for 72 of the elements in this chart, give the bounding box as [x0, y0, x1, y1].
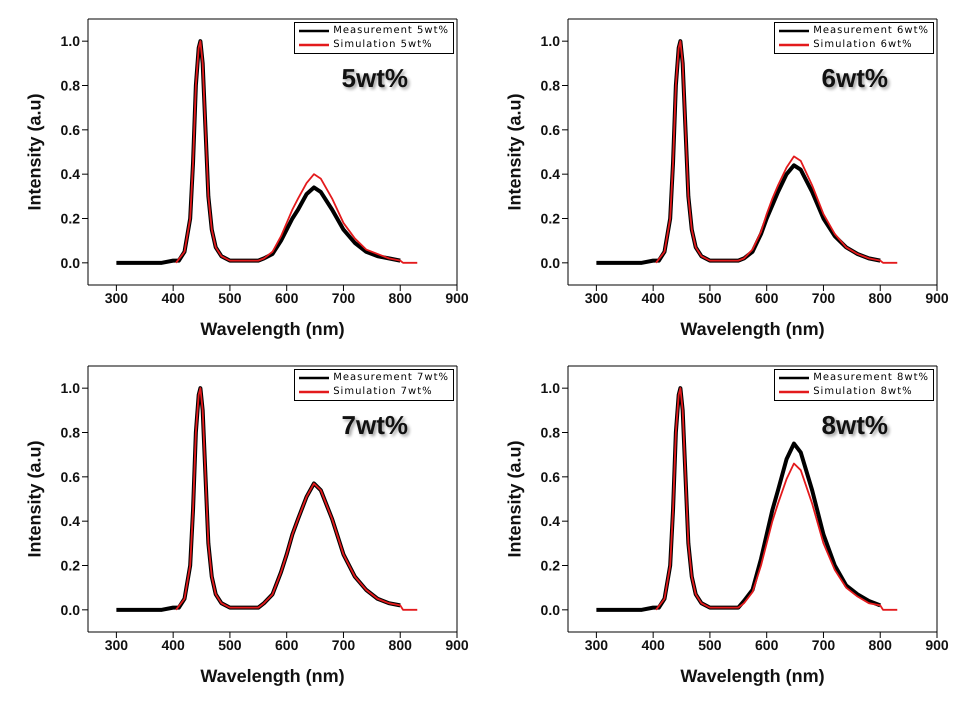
y-tick-label: 0.0 — [60, 602, 80, 618]
x-tick-label: 800 — [388, 636, 412, 653]
x-axis-title: Wavelength (nm) — [200, 666, 345, 686]
legend-label: Simulation 5wt% — [333, 38, 433, 52]
y-tick-label: 0.8 — [540, 424, 560, 440]
annotation: 5wt% — [342, 63, 408, 94]
x-tick-label: 300 — [584, 290, 608, 306]
x-tick-label: 300 — [104, 290, 128, 306]
x-tick-label: 900 — [445, 636, 469, 653]
y-tick-label: 0.4 — [540, 166, 560, 182]
annotation: 8wt% — [822, 410, 888, 441]
y-tick-label: 0.6 — [60, 122, 80, 138]
y-tick-label: 0.8 — [60, 77, 80, 94]
y-tick-label: 1.0 — [540, 380, 560, 396]
y-tick-label: 0.2 — [60, 557, 80, 574]
y-tick-label: 0.6 — [540, 468, 560, 485]
legend-label: Measurement 5wt% — [333, 24, 449, 38]
legend-label: Simulation 6wt% — [813, 38, 913, 52]
x-tick-label: 400 — [161, 290, 186, 306]
y-tick-label: 0.4 — [60, 513, 80, 530]
x-tick-label: 300 — [104, 636, 128, 653]
y-tick-label: 0.4 — [60, 166, 80, 182]
y-tick-label: 0.2 — [540, 557, 560, 574]
x-tick-label: 600 — [755, 290, 779, 306]
x-tick-label: 900 — [445, 290, 469, 306]
x-tick-label: 300 — [584, 636, 608, 653]
annotation: 7wt% — [342, 410, 408, 441]
y-tick-label: 1.0 — [60, 380, 80, 396]
y-axis-title: Intensity (a.u) — [504, 93, 524, 211]
x-tick-label: 500 — [218, 636, 242, 653]
y-tick-label: 0.0 — [540, 602, 560, 618]
legend-label: Measurement 8wt% — [813, 371, 929, 385]
x-tick-label: 500 — [218, 290, 242, 306]
x-tick-label: 700 — [812, 290, 836, 306]
annotation: 6wt% — [822, 63, 888, 94]
y-tick-label: 0.0 — [60, 254, 80, 271]
y-axis-title: Intensity (a.u) — [24, 93, 44, 211]
x-tick-label: 600 — [275, 636, 299, 653]
legend-label: Measurement 7wt% — [333, 371, 449, 385]
y-tick-label: 0.0 — [540, 254, 560, 271]
legend-label: Measurement 6wt% — [813, 24, 929, 38]
x-tick-label: 400 — [641, 290, 666, 306]
legend-label: Simulation 7wt% — [333, 385, 433, 399]
x-tick-label: 900 — [925, 636, 949, 653]
y-tick-label: 0.2 — [540, 210, 560, 226]
x-tick-label: 600 — [275, 290, 299, 306]
legend-label: Simulation 8wt% — [813, 385, 913, 399]
x-axis-title: Wavelength (nm) — [680, 666, 825, 686]
x-tick-label: 500 — [698, 636, 722, 653]
x-tick-label: 700 — [332, 636, 356, 653]
y-axis-title: Intensity (a.u) — [504, 440, 524, 558]
x-tick-label: 400 — [161, 636, 186, 653]
x-tick-label: 800 — [388, 290, 412, 306]
y-tick-label: 1.0 — [540, 33, 560, 50]
x-tick-label: 800 — [868, 290, 892, 306]
x-tick-label: 900 — [925, 290, 949, 306]
y-axis-title: Intensity (a.u) — [24, 440, 44, 558]
y-tick-label: 1.0 — [60, 33, 80, 50]
x-tick-label: 700 — [812, 636, 836, 653]
x-axis-title: Wavelength (nm) — [680, 319, 825, 339]
x-tick-label: 400 — [641, 636, 666, 653]
x-tick-label: 500 — [698, 290, 722, 306]
x-axis-title: Wavelength (nm) — [200, 319, 345, 339]
x-tick-label: 700 — [332, 290, 356, 306]
x-tick-label: 800 — [868, 636, 892, 653]
x-tick-label: 600 — [755, 636, 779, 653]
y-tick-label: 0.6 — [540, 122, 560, 138]
y-tick-label: 0.8 — [60, 424, 80, 440]
y-tick-label: 0.6 — [60, 468, 80, 485]
y-tick-label: 0.8 — [540, 77, 560, 94]
y-tick-label: 0.4 — [540, 513, 560, 530]
y-tick-label: 0.2 — [60, 210, 80, 226]
